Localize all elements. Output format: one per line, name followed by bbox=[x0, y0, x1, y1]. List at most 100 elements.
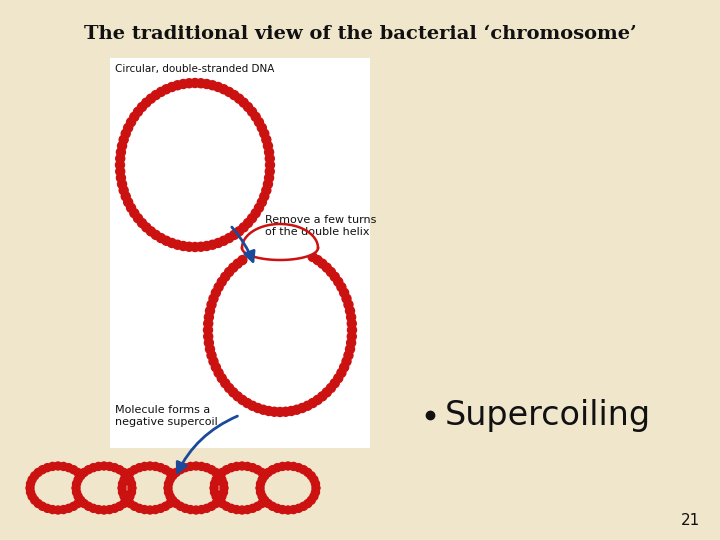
Circle shape bbox=[214, 239, 222, 247]
Circle shape bbox=[123, 496, 131, 504]
Circle shape bbox=[276, 408, 284, 416]
Circle shape bbox=[35, 500, 42, 508]
Circle shape bbox=[72, 484, 80, 492]
Ellipse shape bbox=[172, 470, 220, 506]
Circle shape bbox=[130, 112, 139, 122]
Circle shape bbox=[312, 488, 320, 496]
Circle shape bbox=[248, 464, 257, 471]
Circle shape bbox=[74, 476, 82, 484]
Circle shape bbox=[122, 496, 131, 504]
Circle shape bbox=[337, 368, 346, 377]
Circle shape bbox=[26, 484, 34, 492]
Circle shape bbox=[220, 488, 228, 496]
Circle shape bbox=[258, 468, 266, 476]
Circle shape bbox=[135, 464, 143, 471]
Circle shape bbox=[266, 480, 274, 488]
Circle shape bbox=[238, 395, 247, 404]
Circle shape bbox=[138, 103, 146, 112]
Circle shape bbox=[207, 502, 215, 510]
Circle shape bbox=[289, 505, 297, 514]
Circle shape bbox=[165, 480, 173, 488]
Circle shape bbox=[257, 198, 266, 207]
Ellipse shape bbox=[264, 470, 312, 506]
Circle shape bbox=[126, 500, 134, 508]
Circle shape bbox=[294, 504, 302, 512]
Circle shape bbox=[119, 480, 127, 488]
Circle shape bbox=[70, 465, 78, 474]
Circle shape bbox=[264, 407, 273, 415]
Circle shape bbox=[334, 374, 343, 383]
Circle shape bbox=[310, 476, 318, 484]
Circle shape bbox=[344, 300, 353, 309]
Circle shape bbox=[120, 186, 128, 195]
Circle shape bbox=[202, 79, 211, 89]
Circle shape bbox=[174, 488, 181, 496]
Circle shape bbox=[126, 476, 134, 484]
Circle shape bbox=[265, 167, 274, 176]
Circle shape bbox=[94, 505, 102, 514]
Circle shape bbox=[225, 267, 233, 276]
Circle shape bbox=[80, 468, 89, 476]
Circle shape bbox=[116, 154, 125, 163]
Circle shape bbox=[54, 462, 62, 470]
Circle shape bbox=[298, 403, 307, 413]
Circle shape bbox=[127, 480, 135, 488]
Circle shape bbox=[73, 480, 81, 488]
Circle shape bbox=[146, 227, 156, 236]
Circle shape bbox=[233, 392, 242, 401]
Circle shape bbox=[264, 173, 274, 183]
Circle shape bbox=[304, 500, 312, 508]
Circle shape bbox=[60, 462, 68, 470]
Circle shape bbox=[287, 407, 296, 415]
Circle shape bbox=[215, 472, 223, 480]
Circle shape bbox=[346, 339, 356, 347]
Circle shape bbox=[284, 506, 292, 514]
Circle shape bbox=[217, 374, 226, 383]
Circle shape bbox=[326, 383, 336, 393]
Circle shape bbox=[294, 464, 302, 471]
Circle shape bbox=[330, 272, 339, 281]
Circle shape bbox=[214, 83, 222, 91]
Ellipse shape bbox=[212, 253, 348, 408]
Circle shape bbox=[304, 468, 312, 476]
Circle shape bbox=[346, 306, 354, 315]
Circle shape bbox=[323, 263, 331, 272]
Circle shape bbox=[253, 465, 261, 474]
Circle shape bbox=[181, 504, 189, 512]
Circle shape bbox=[279, 462, 287, 470]
Circle shape bbox=[191, 242, 199, 252]
Circle shape bbox=[121, 192, 130, 201]
Circle shape bbox=[265, 154, 274, 163]
Circle shape bbox=[31, 472, 39, 480]
Text: Supercoiling: Supercoiling bbox=[445, 399, 651, 431]
Circle shape bbox=[269, 502, 276, 510]
Circle shape bbox=[70, 502, 78, 510]
Circle shape bbox=[243, 103, 253, 112]
Circle shape bbox=[258, 405, 268, 414]
Circle shape bbox=[215, 496, 222, 504]
Circle shape bbox=[166, 500, 174, 508]
Circle shape bbox=[203, 504, 211, 512]
Circle shape bbox=[318, 259, 327, 268]
Circle shape bbox=[161, 502, 169, 510]
Circle shape bbox=[167, 239, 176, 247]
Circle shape bbox=[105, 505, 114, 514]
Circle shape bbox=[233, 259, 242, 268]
Circle shape bbox=[307, 472, 315, 480]
Circle shape bbox=[253, 502, 261, 510]
Circle shape bbox=[151, 231, 161, 239]
Circle shape bbox=[221, 272, 230, 281]
Circle shape bbox=[135, 504, 143, 512]
Circle shape bbox=[119, 488, 127, 496]
Circle shape bbox=[220, 484, 228, 492]
Circle shape bbox=[342, 357, 351, 366]
Circle shape bbox=[117, 173, 125, 183]
Circle shape bbox=[142, 98, 150, 107]
Circle shape bbox=[337, 282, 346, 292]
Circle shape bbox=[165, 488, 173, 496]
Circle shape bbox=[140, 462, 148, 470]
Circle shape bbox=[73, 468, 82, 476]
Circle shape bbox=[214, 368, 223, 377]
Circle shape bbox=[123, 472, 131, 480]
Circle shape bbox=[204, 332, 212, 341]
